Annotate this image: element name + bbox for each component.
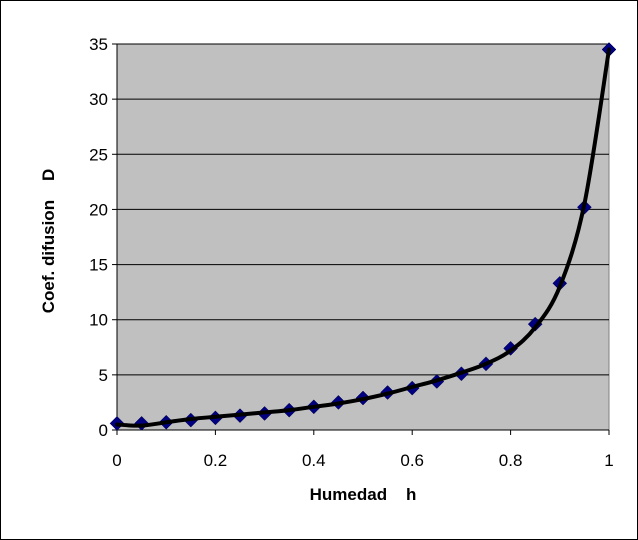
x-tick-label: 0.6 (400, 451, 424, 470)
y-tick-label: 30 (89, 90, 108, 109)
y-tick-label: 15 (89, 256, 108, 275)
y-axis-ticks: 0 5 10 15 20 25 30 35 (89, 35, 118, 440)
y-tick-label: 0 (99, 421, 108, 440)
y-tick-label: 5 (99, 366, 108, 385)
plot-area (116, 43, 610, 431)
fit-line (115, 47, 611, 428)
x-tick-label: 0.4 (302, 451, 326, 470)
x-axis-ticks: 0 0.2 0.4 0.6 0.8 1 (112, 429, 614, 470)
y-axis-label: Coef. difusion D (39, 169, 58, 314)
x-tick-label: 0.8 (499, 451, 523, 470)
series-layer (109, 42, 617, 431)
y-tick-label: 20 (89, 200, 108, 219)
x-axis-label: Humedad h (310, 485, 417, 504)
x-tick-label: 0.2 (204, 451, 228, 470)
x-tick-label: 1 (604, 451, 613, 470)
x-tick-label: 0 (112, 451, 121, 470)
y-tick-label: 10 (89, 311, 108, 330)
y-tick-label: 25 (89, 145, 108, 164)
y-tick-label: 35 (89, 35, 108, 54)
gridlines (117, 43, 609, 376)
